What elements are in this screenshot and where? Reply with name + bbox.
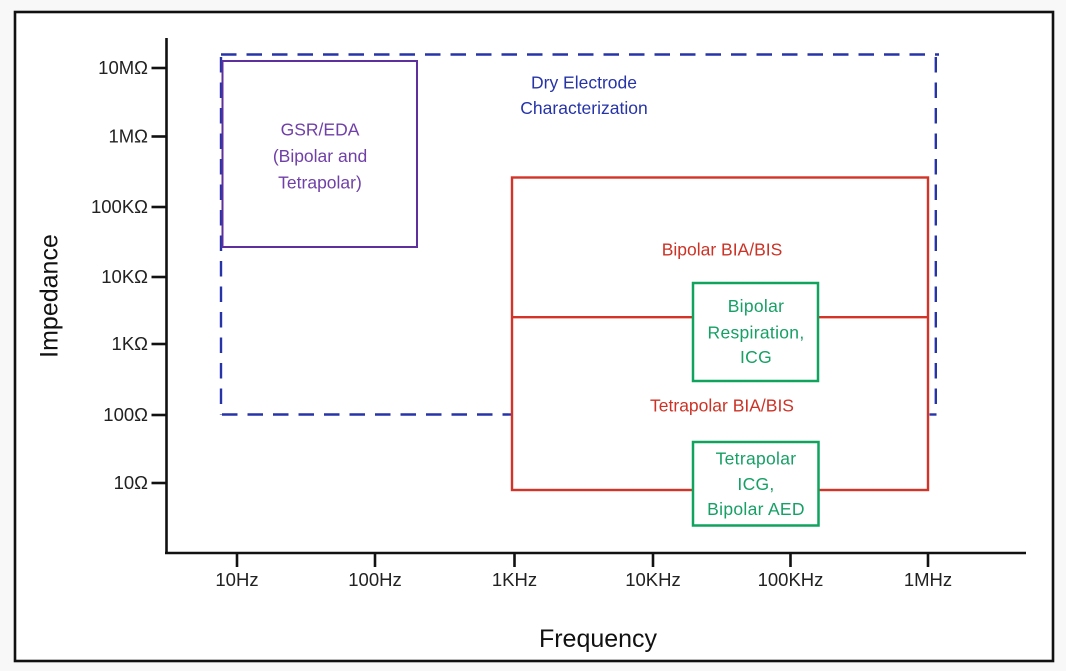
svg-text:GSR/EDA: GSR/EDA <box>281 120 360 140</box>
svg-text:Characterization: Characterization <box>520 98 647 118</box>
svg-text:100KΩ: 100KΩ <box>91 196 148 217</box>
svg-text:10KΩ: 10KΩ <box>101 266 148 287</box>
svg-text:100Ω: 100Ω <box>103 404 148 425</box>
svg-text:Tetrapolar: Tetrapolar <box>716 449 797 469</box>
svg-text:Impedance: Impedance <box>36 234 64 358</box>
svg-text:100Hz: 100Hz <box>348 569 401 590</box>
svg-text:1MΩ: 1MΩ <box>108 126 148 147</box>
svg-text:Bipolar BIA/BIS: Bipolar BIA/BIS <box>662 240 783 260</box>
svg-text:Bipolar: Bipolar <box>728 296 785 316</box>
svg-text:Bipolar AED: Bipolar AED <box>707 499 805 519</box>
svg-text:10Hz: 10Hz <box>215 569 258 590</box>
svg-text:1KHz: 1KHz <box>492 569 537 590</box>
svg-text:1MHz: 1MHz <box>904 569 952 590</box>
svg-text:(Bipolar and: (Bipolar and <box>273 146 367 166</box>
svg-text:10KHz: 10KHz <box>625 569 681 590</box>
svg-text:Tetrapolar BIA/BIS: Tetrapolar BIA/BIS <box>650 396 794 416</box>
svg-text:Dry Electrode: Dry Electrode <box>531 73 637 93</box>
svg-text:10MΩ: 10MΩ <box>98 57 148 78</box>
svg-text:1KΩ: 1KΩ <box>112 333 149 354</box>
svg-text:Respiration,: Respiration, <box>708 323 805 343</box>
svg-text:10Ω: 10Ω <box>114 472 149 493</box>
svg-text:ICG: ICG <box>740 347 772 367</box>
svg-text:Tetrapolar): Tetrapolar) <box>278 173 362 193</box>
svg-text:100KHz: 100KHz <box>758 569 824 590</box>
svg-text:ICG,: ICG, <box>737 474 774 494</box>
svg-text:Frequency: Frequency <box>539 625 658 653</box>
